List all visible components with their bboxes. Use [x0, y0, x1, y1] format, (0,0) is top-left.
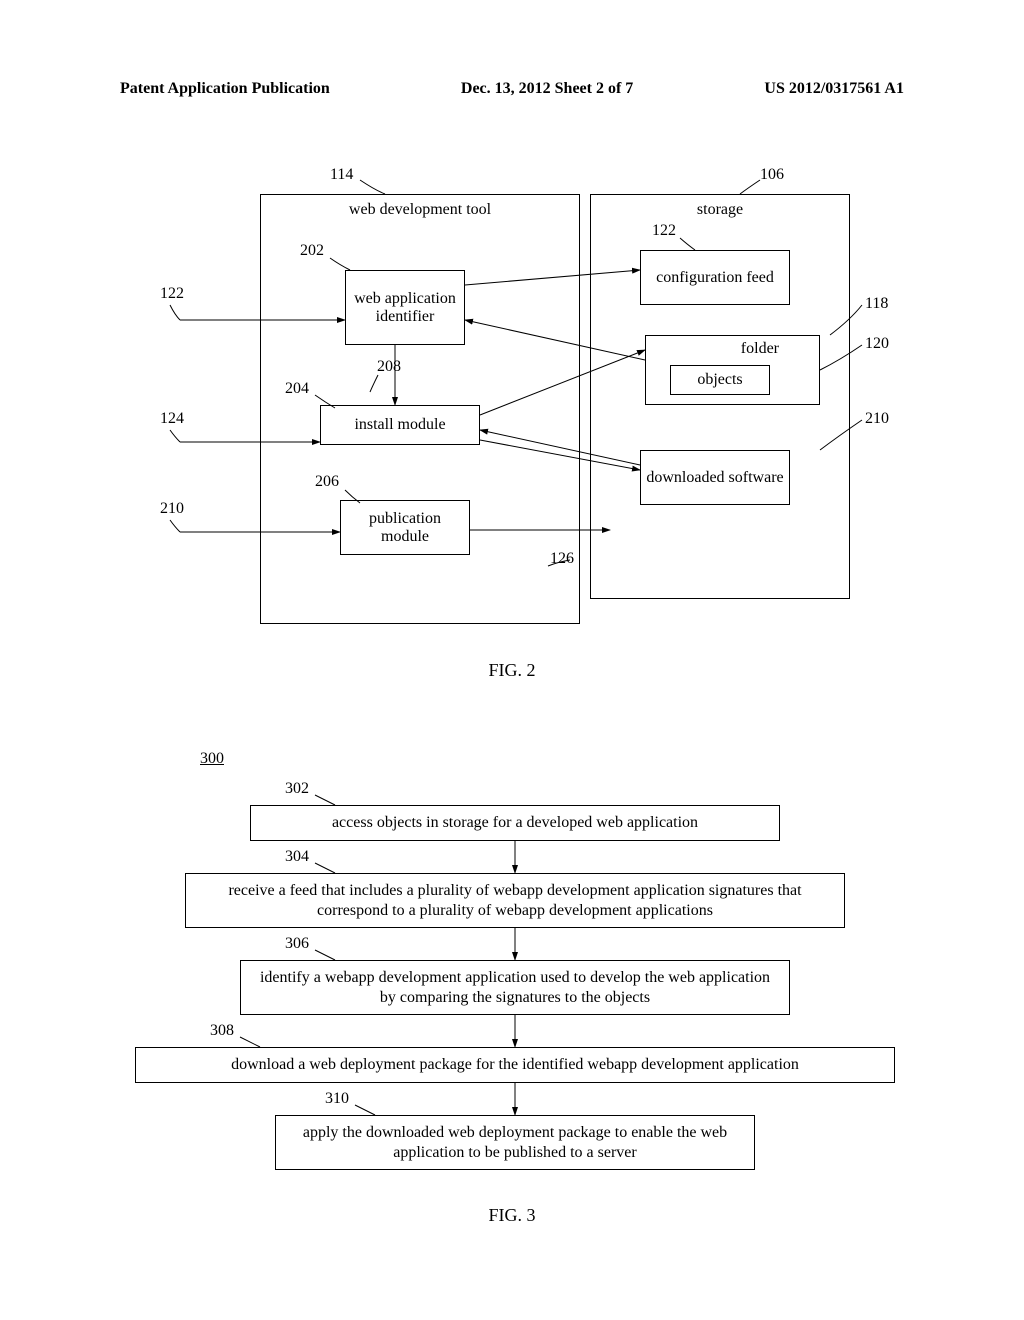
label-web-app-identifier: web application identifier [350, 290, 460, 326]
label-install-module: install module [354, 416, 445, 434]
ref-202: 202 [300, 242, 324, 260]
step-306-text: identify a webapp development applicatio… [251, 968, 779, 1008]
header-right: US 2012/0317561 A1 [764, 80, 904, 98]
box-objects: objects [670, 365, 770, 395]
ref-302: 302 [285, 780, 309, 798]
ref-304: 304 [285, 848, 309, 866]
label-folder: folder [741, 340, 779, 358]
ref-204: 204 [285, 380, 309, 398]
figure-2: web development tool storage web applica… [140, 170, 900, 640]
ref-306: 306 [285, 935, 309, 953]
box-downloaded-software: downloaded software [640, 450, 790, 505]
header-left: Patent Application Publication [120, 80, 330, 98]
ref-118: 118 [865, 295, 888, 313]
step-310: apply the downloaded web deployment pack… [275, 1115, 755, 1170]
ref-310: 310 [325, 1090, 349, 1108]
ref-122: 122 [160, 285, 184, 303]
label-downloaded-software: downloaded software [646, 469, 783, 487]
box-web-app-identifier: web application identifier [345, 270, 465, 345]
ref-122b: 122 [652, 222, 676, 240]
box-publication-module: publication module [340, 500, 470, 555]
ref-106: 106 [760, 166, 784, 184]
step-304-text: receive a feed that includes a plurality… [196, 881, 834, 921]
ref-210: 210 [160, 500, 184, 518]
ref-210b: 210 [865, 410, 889, 428]
step-308: download a web deployment package for th… [135, 1047, 895, 1083]
ref-300: 300 [200, 750, 224, 768]
label-objects: objects [697, 371, 742, 389]
ref-124: 124 [160, 410, 184, 428]
step-302-text: access objects in storage for a develope… [332, 813, 698, 833]
ref-126: 126 [550, 550, 574, 568]
ref-208: 208 [377, 358, 401, 376]
label-web-dev-tool: web development tool [349, 201, 491, 219]
ref-308: 308 [210, 1022, 234, 1040]
box-config-feed: configuration feed [640, 250, 790, 305]
page: Patent Application Publication Dec. 13, … [0, 0, 1024, 1320]
figure-3: 300 302 access objects in storage for a … [110, 750, 910, 1230]
page-header: Patent Application Publication Dec. 13, … [0, 80, 1024, 98]
label-storage: storage [697, 201, 743, 219]
label-config-feed: configuration feed [656, 269, 774, 287]
step-308-text: download a web deployment package for th… [231, 1055, 799, 1075]
ref-206: 206 [315, 473, 339, 491]
step-304: receive a feed that includes a plurality… [185, 873, 845, 928]
step-302: access objects in storage for a develope… [250, 805, 780, 841]
box-install-module: install module [320, 405, 480, 445]
header-center: Dec. 13, 2012 Sheet 2 of 7 [461, 80, 633, 98]
fig2-caption: FIG. 2 [488, 660, 535, 681]
ref-120: 120 [865, 335, 889, 353]
step-310-text: apply the downloaded web deployment pack… [286, 1123, 744, 1163]
step-306: identify a webapp development applicatio… [240, 960, 790, 1015]
fig3-caption: FIG. 3 [488, 1205, 535, 1226]
ref-114: 114 [330, 166, 353, 184]
label-publication-module: publication module [345, 510, 465, 546]
